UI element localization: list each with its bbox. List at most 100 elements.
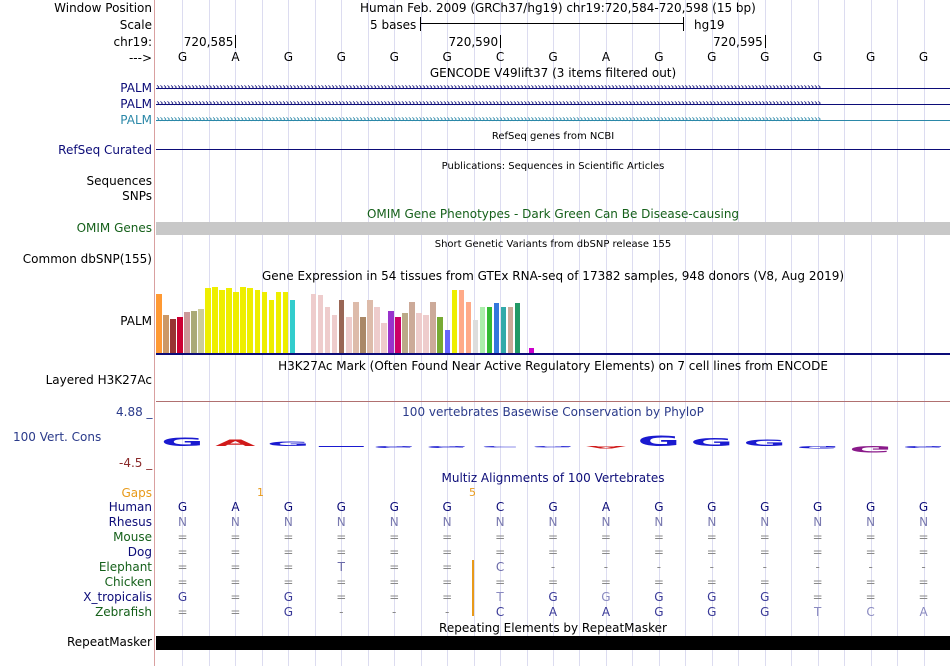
multiz-species-label[interactable]: Rhesus [108,515,152,529]
gtex-tissue-bar[interactable] [388,311,394,353]
dbsnp-track-label[interactable]: Common dbSNP(155) [22,252,152,266]
gtex-tissue-bar[interactable] [409,302,415,353]
gtex-tissue-bar[interactable] [430,302,436,353]
phylop-base-glyph: G [373,445,416,448]
gtex-tissue-bar[interactable] [289,300,296,353]
multiz-aligned-base: T [337,560,345,574]
gtex-tissue-bar[interactable] [465,302,472,353]
gtex-tissue-bar[interactable] [346,317,352,353]
gtex-tissue-bar[interactable] [268,300,275,353]
gtex-tissue-bar[interactable] [416,313,422,353]
phylop-track-label[interactable]: 100 Vert. Cons [13,430,102,444]
gencode-transcript-label[interactable]: PALM [120,97,152,111]
gtex-tissue-bar[interactable] [261,292,268,353]
multiz-aligned-base: - [444,605,450,619]
multiz-aligned-base: = [389,530,400,544]
gtex-tissue-bar[interactable] [282,292,289,353]
phylop-base-glyph: G [902,445,945,448]
gtex-tissue-bar[interactable] [219,290,225,353]
omim-gene-bar[interactable] [156,222,950,235]
multiz-aligned-base: T [496,590,504,604]
multiz-aligned-base: G [548,590,558,604]
gtex-tissue-bar[interactable] [205,288,211,353]
multiz-aligned-base: = [600,530,611,544]
multiz-aligned-base: = [336,530,347,544]
phylop-min-label: -4.5 _ [119,456,153,470]
grid-line [818,0,819,666]
multiz-aligned-base: = [177,575,188,589]
gtex-tissue-bar[interactable] [226,288,232,353]
gtex-tissue-bar[interactable] [156,294,162,353]
multiz-aligned-base: = [918,575,929,589]
multiz-aligned-base: G [813,500,823,514]
gtex-tissue-bar[interactable] [444,330,451,353]
multiz-aligned-base: - [921,560,926,574]
gtex-tissue-bar[interactable] [170,319,176,353]
sequence-base: G [177,50,188,64]
gtex-tissue-bar[interactable] [528,348,535,353]
multiz-species-label[interactable]: Elephant [98,560,152,574]
gencode-transcript-label[interactable]: PALM [120,81,152,95]
gencode-transcript-line[interactable] [156,120,950,121]
gtex-tissue-bar[interactable] [437,317,443,353]
gtex-tissue-bar[interactable] [514,303,521,353]
gtex-tissue-bar[interactable] [451,290,458,353]
gtex-tissue-bar[interactable] [233,292,239,353]
gencode-transcript-line[interactable] [156,88,950,89]
gtex-tissue-bar[interactable] [367,300,373,353]
publications-label-snps[interactable]: SNPs [122,189,152,203]
refseq-track-label[interactable]: RefSeq Curated [58,143,152,157]
refseq-gene-line[interactable] [156,149,950,150]
omim-track-label[interactable]: OMIM Genes [76,221,152,235]
multiz-species-label[interactable]: Chicken [104,575,152,589]
gtex-gene-label[interactable]: PALM [120,314,152,328]
gtex-tissue-bar[interactable] [472,320,479,353]
refseq-track-title: RefSeq genes from NCBI [491,131,615,142]
gtex-tissue-bar[interactable] [493,303,500,353]
gtex-tissue-bar[interactable] [184,312,190,353]
multiz-species-label[interactable]: Dog [127,545,152,559]
gtex-tissue-bar[interactable] [479,307,486,353]
gencode-transcript-line[interactable] [156,104,950,105]
gtex-tissue-bar[interactable] [247,288,253,353]
gtex-tissue-bar[interactable] [458,290,465,353]
multiz-species-label[interactable]: Human [108,500,152,514]
multiz-gap-count-1: 1 [257,486,264,499]
h3k27ac-track-label[interactable]: Layered H3K27Ac [45,373,152,387]
gtex-tissue-bar[interactable] [163,315,169,353]
gtex-tissue-bar[interactable] [177,317,183,353]
gtex-tissue-bar[interactable] [500,307,507,353]
gtex-tissue-bar[interactable] [374,307,380,353]
gencode-transcript-label[interactable]: PALM [120,113,152,127]
gtex-tissue-bar[interactable] [486,307,493,353]
gtex-tissue-bar[interactable] [310,294,317,353]
gtex-tissue-bar[interactable] [198,309,204,353]
gtex-tissue-bar[interactable] [338,300,345,353]
gtex-bar-chart[interactable] [156,285,536,353]
gtex-tissue-bar[interactable] [507,307,514,353]
gtex-tissue-bar[interactable] [212,287,218,353]
gtex-tissue-bar[interactable] [324,307,331,353]
gtex-tissue-bar[interactable] [402,313,408,353]
gtex-tissue-bar[interactable] [353,302,359,353]
multiz-aligned-base: = [600,575,611,589]
grid-line [712,0,713,666]
gtex-tissue-bar[interactable] [240,287,246,353]
gtex-tissue-bar[interactable] [254,290,261,353]
publications-label-sequences[interactable]: Sequences [86,174,152,188]
multiz-species-label[interactable]: Mouse [113,530,152,544]
gtex-tissue-bar[interactable] [381,323,387,353]
gtex-tissue-bar[interactable] [275,292,282,353]
gtex-tissue-bar[interactable] [360,317,366,353]
gtex-tissue-bar[interactable] [423,315,429,353]
multiz-species-label[interactable]: X_tropicalis [83,590,152,604]
multiz-species-label[interactable]: Zebrafish [95,605,152,619]
repeatmasker-element-bar[interactable] [156,636,950,650]
gtex-tissue-bar[interactable] [317,295,324,353]
repeatmasker-track-label[interactable]: RepeatMasker [66,635,152,649]
gtex-tissue-bar[interactable] [395,317,401,353]
gtex-tissue-bar[interactable] [191,311,197,353]
gtex-tissue-bar[interactable] [331,315,338,353]
